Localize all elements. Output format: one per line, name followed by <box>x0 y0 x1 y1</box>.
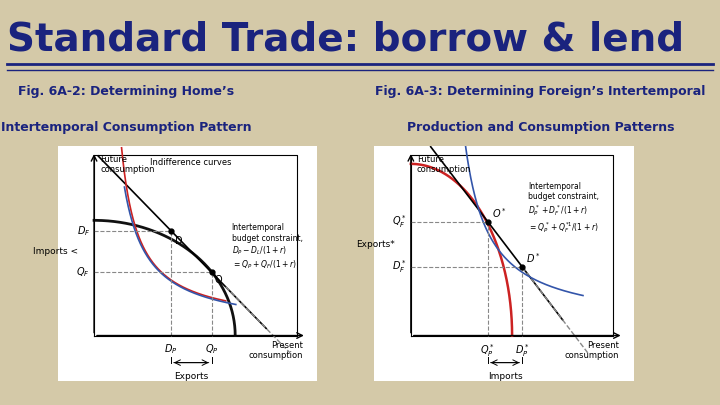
Text: Standard Trade: borrow & lend: Standard Trade: borrow & lend <box>7 20 684 58</box>
Text: Exports: Exports <box>174 372 208 381</box>
Text: Future
consumption: Future consumption <box>417 155 472 174</box>
Text: Present
consumption: Present consumption <box>248 341 302 360</box>
Text: $Q_F^*$: $Q_F^*$ <box>392 213 407 230</box>
Text: $Q_P$: $Q_P$ <box>204 342 218 356</box>
Text: Present
consumption: Present consumption <box>565 341 619 360</box>
Text: Exports*: Exports* <box>356 240 395 249</box>
Text: D: D <box>175 236 183 246</box>
Text: Fig. 6A-2: Determining Home’s: Fig. 6A-2: Determining Home’s <box>18 85 234 98</box>
Text: Q: Q <box>215 275 222 285</box>
Text: Imports: Imports <box>487 372 522 381</box>
Text: $D_P$: $D_P$ <box>164 342 178 356</box>
Text: Intertemporal Consumption Pattern: Intertemporal Consumption Pattern <box>1 121 251 134</box>
Text: $D_F^*$: $D_F^*$ <box>392 258 407 275</box>
Text: Imports <: Imports < <box>32 247 78 256</box>
Text: Production and Consumption Patterns: Production and Consumption Patterns <box>407 121 674 134</box>
Text: Intertemporal
budget constraint,
$D_P^* + D_F^*/(1 + r)$
$= Q_P^* + Q_F^{*1}/(1 : Intertemporal budget constraint, $D_P^* … <box>528 182 599 235</box>
Text: $O^*$: $O^*$ <box>492 206 507 220</box>
Text: $D_F$: $D_F$ <box>76 224 90 238</box>
Text: $D_P^*$: $D_P^*$ <box>515 342 530 359</box>
Text: Indifference curves: Indifference curves <box>150 158 232 167</box>
Text: $Q_F$: $Q_F$ <box>76 265 90 279</box>
Text: Future
consumption: Future consumption <box>100 155 155 174</box>
Text: Intertemporal
budget constraint,
$D_P - D_L/(1 + r)$
$= Q_P + Q_F/(1 + r)$: Intertemporal budget constraint, $D_P - … <box>232 224 302 271</box>
Text: $Q_P^*$: $Q_P^*$ <box>480 342 495 359</box>
Text: $D^*$: $D^*$ <box>526 251 541 265</box>
Text: Fig. 6A-3: Determining Foreign’s Intertemporal: Fig. 6A-3: Determining Foreign’s Interte… <box>375 85 706 98</box>
